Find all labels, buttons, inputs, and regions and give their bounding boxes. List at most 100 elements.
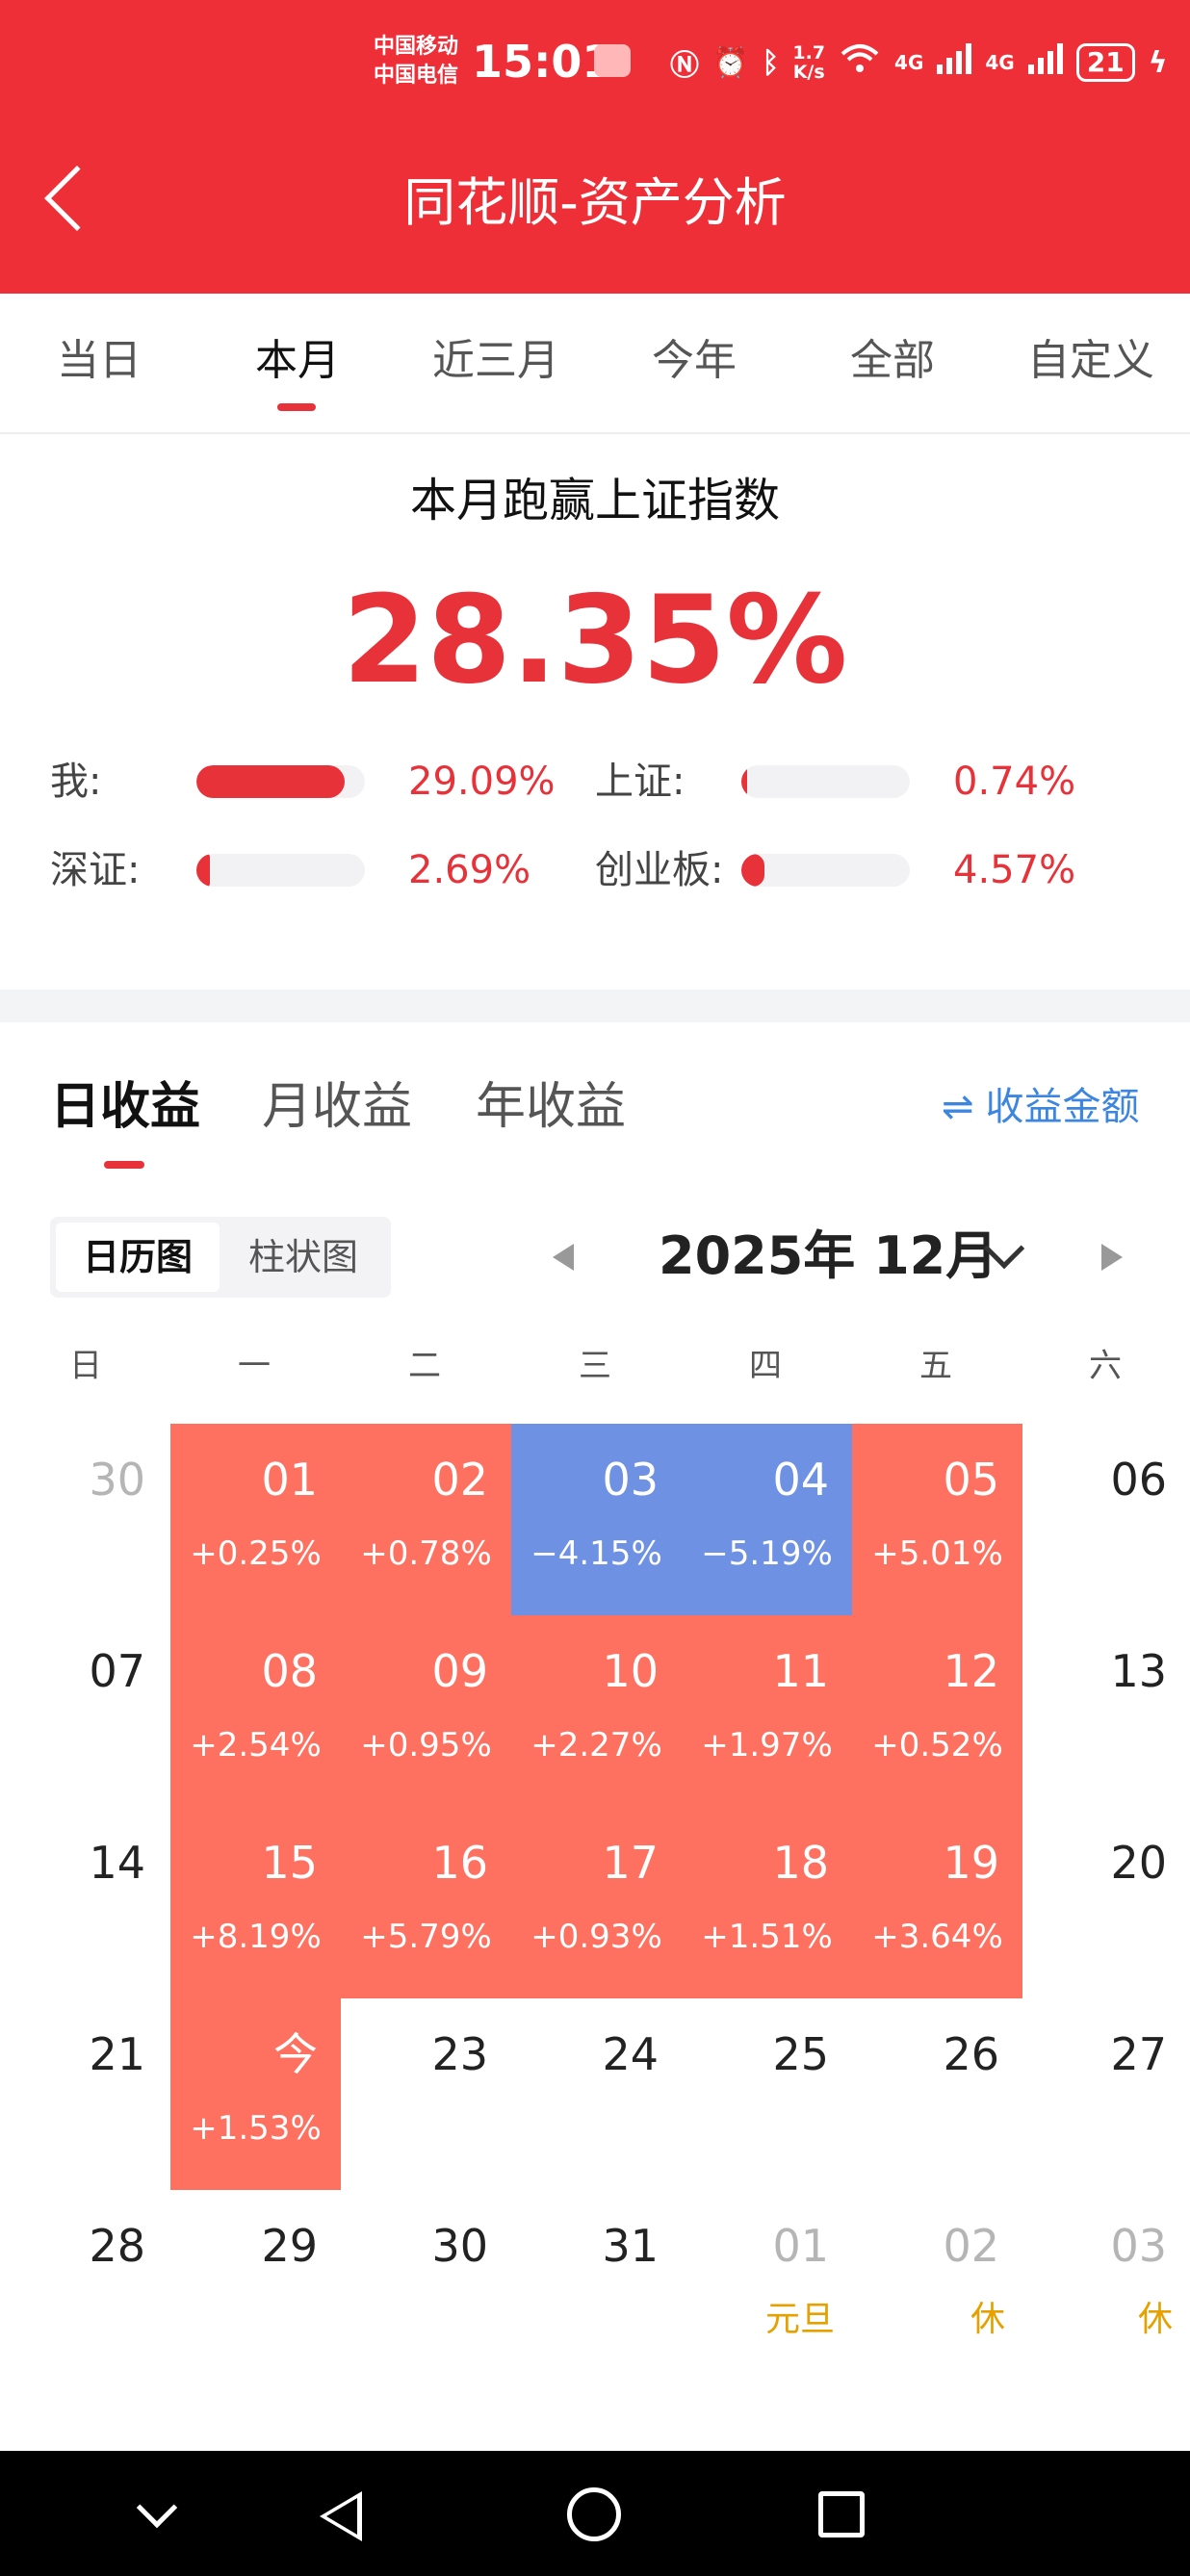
calendar-day-cell[interactable]: 30 [341, 2190, 511, 2382]
section-divider [0, 990, 1190, 1022]
tab-three-months[interactable]: 近三月 [432, 336, 559, 385]
calendar-day-cell[interactable]: 21 [0, 1998, 170, 2190]
home-icon[interactable] [567, 2487, 621, 2541]
calendar-day-cell-up[interactable]: 09 +0.95% [341, 1615, 511, 1807]
calendar-day-number: 11 [772, 1645, 829, 1697]
alarm-icon: ⏰ [712, 45, 749, 80]
tab-daily-revenue[interactable]: 日收益 [50, 1078, 201, 1136]
tab-custom[interactable]: 自定义 [1027, 336, 1154, 385]
calendar-day-cell-up[interactable]: 今 +1.53% [170, 1998, 341, 2190]
calendar-day-cell[interactable]: 31 [511, 2190, 682, 2382]
comparison-bar-fill [741, 854, 764, 887]
calendar-day-cell[interactable]: 20 [1020, 1807, 1190, 1998]
comparison-label-shanghai: 上证: [595, 760, 686, 804]
page-title: 同花顺-资产分析 [403, 172, 787, 233]
calendar-day-number: 01 [772, 2220, 829, 2272]
battery-icon: 21 [1075, 43, 1135, 82]
calendar-day-cell[interactable]: 29 [170, 2190, 341, 2382]
calendar-day-return: +5.79% [360, 1918, 492, 1956]
carrier-names: 中国移动 中国电信 [374, 33, 458, 90]
tab-this-month[interactable]: 本月 [255, 336, 340, 385]
calendar-day-cell-up[interactable]: 17 +0.93% [511, 1807, 682, 1998]
calendar-day-cell[interactable]: 03 休 [1020, 2190, 1190, 2382]
tab-today[interactable]: 当日 [57, 336, 142, 385]
active-tab-indicator [277, 403, 316, 411]
tab-yearly-revenue[interactable]: 年收益 [476, 1078, 627, 1136]
calendar-day-return: +3.64% [871, 1918, 1003, 1956]
calendar-day-number: 02 [431, 1454, 488, 1506]
calendar-day-cell[interactable]: 25 [682, 1998, 852, 2190]
weekday-label: 六 [1089, 1347, 1122, 1385]
calendar-day-number: 04 [772, 1454, 829, 1506]
month-selector[interactable]: 2025年 12月 [659, 1225, 998, 1286]
calendar-day-cell[interactable]: 01 元旦 [682, 2190, 852, 2382]
calendar-day-return: +2.54% [190, 1726, 322, 1765]
calendar-day-return: +8.19% [190, 1918, 322, 1956]
calendar-day-return: +0.95% [360, 1726, 492, 1765]
tab-this-year[interactable]: 今年 [652, 336, 737, 385]
calendar-day-number: 25 [772, 2028, 829, 2080]
calendar-day-cell[interactable]: 23 [341, 1998, 511, 2190]
calendar-day-cell-up[interactable]: 01 +0.25% [170, 1424, 341, 1615]
calendar-day-cell-up[interactable]: 19 +3.64% [852, 1807, 1022, 1998]
calendar-day-cell-up[interactable]: 11 +1.97% [682, 1615, 852, 1807]
signal-icon [937, 43, 972, 82]
calendar-day-cell-up[interactable]: 10 +2.27% [511, 1615, 682, 1807]
calendar-day-cell-up[interactable]: 05 +5.01% [852, 1424, 1022, 1615]
calendar-day-number: 23 [431, 2028, 488, 2080]
calendar-day-number: 13 [1110, 1645, 1167, 1697]
calendar-day-number: 07 [89, 1645, 145, 1697]
comparison-bar-fill [196, 765, 345, 798]
calendar-day-return: +0.25% [190, 1534, 322, 1573]
calendar-day-return: +5.01% [871, 1534, 1003, 1573]
calendar-day-cell-up[interactable]: 08 +2.54% [170, 1615, 341, 1807]
next-month-icon[interactable] [1101, 1244, 1123, 1271]
previous-month-icon[interactable] [553, 1244, 574, 1271]
calendar-day-cell-up[interactable]: 18 +1.51% [682, 1807, 852, 1998]
back-icon[interactable] [320, 2491, 362, 2541]
calendar-day-return: +1.53% [190, 2109, 322, 2148]
comparison-bar-fill [196, 854, 210, 887]
calendar-day-number: 16 [431, 1837, 488, 1889]
calendar-view-button[interactable]: 日历图 [56, 1223, 220, 1292]
carrier-1: 中国移动 [374, 35, 459, 59]
calendar-day-number: 27 [1110, 2028, 1167, 2080]
calendar-day-number: 05 [943, 1454, 999, 1506]
calendar-day-return: −5.19% [701, 1534, 833, 1573]
calendar-day-number: 14 [89, 1837, 145, 1889]
tab-monthly-revenue[interactable]: 月收益 [262, 1078, 413, 1136]
comparison-label-chinext: 创业板: [595, 848, 724, 892]
calendar-day-number: 09 [431, 1645, 488, 1697]
network-speed: 1.7 K/s [792, 43, 825, 82]
recents-icon[interactable] [818, 2491, 865, 2537]
calendar-day-cell[interactable]: 14 [0, 1807, 170, 1998]
revenue-amount-toggle[interactable]: ⇌ 收益金额 [942, 1080, 1151, 1134]
period-tabs: 当日 本月 近三月 今年 全部 自定义 [0, 294, 1190, 434]
holiday-note: 休 [970, 2300, 1005, 2339]
calendar-day-cell-down[interactable]: 03 −4.15% [511, 1424, 682, 1615]
calendar-day-cell[interactable]: 02 休 [852, 2190, 1022, 2382]
status-icons: Ⓝ ⏰ ᛒ 1.7 K/s 4G 4G 21 ϟ [670, 37, 1167, 89]
calendar-day-cell-up[interactable]: 12 +0.52% [852, 1615, 1022, 1807]
calendar-day-cell-up[interactable]: 16 +5.79% [341, 1807, 511, 1998]
comparison-value-me: 29.09% [408, 760, 556, 804]
calendar-day-cell[interactable]: 13 [1020, 1615, 1190, 1807]
comparison-bar-shanghai [741, 765, 910, 798]
calendar-day-cell[interactable]: 30 [0, 1424, 170, 1615]
calendar-day-cell-down[interactable]: 04 −5.19% [682, 1424, 852, 1615]
calendar-day-cell[interactable]: 06 [1020, 1424, 1190, 1615]
calendar-day-cell[interactable]: 24 [511, 1998, 682, 2190]
calendar-day-cell[interactable]: 28 [0, 2190, 170, 2382]
bar-chart-view-button[interactable]: 柱状图 [247, 1236, 358, 1278]
calendar-day-number: 26 [943, 2028, 999, 2080]
tab-all[interactable]: 全部 [850, 336, 935, 385]
calendar-day-cell[interactable]: 27 [1020, 1998, 1190, 2190]
calendar-day-cell-up[interactable]: 02 +0.78% [341, 1424, 511, 1615]
calendar-day-cell[interactable]: 26 [852, 1998, 1022, 2190]
calendar-day-number: 29 [261, 2220, 318, 2272]
calendar-day-cell[interactable]: 07 [0, 1615, 170, 1807]
hide-keyboard-icon[interactable] [136, 2486, 178, 2529]
weekday-label: 日 [69, 1347, 102, 1385]
swap-icon: ⇌ [942, 1085, 974, 1129]
calendar-day-cell-up[interactable]: 15 +8.19% [170, 1807, 341, 1998]
